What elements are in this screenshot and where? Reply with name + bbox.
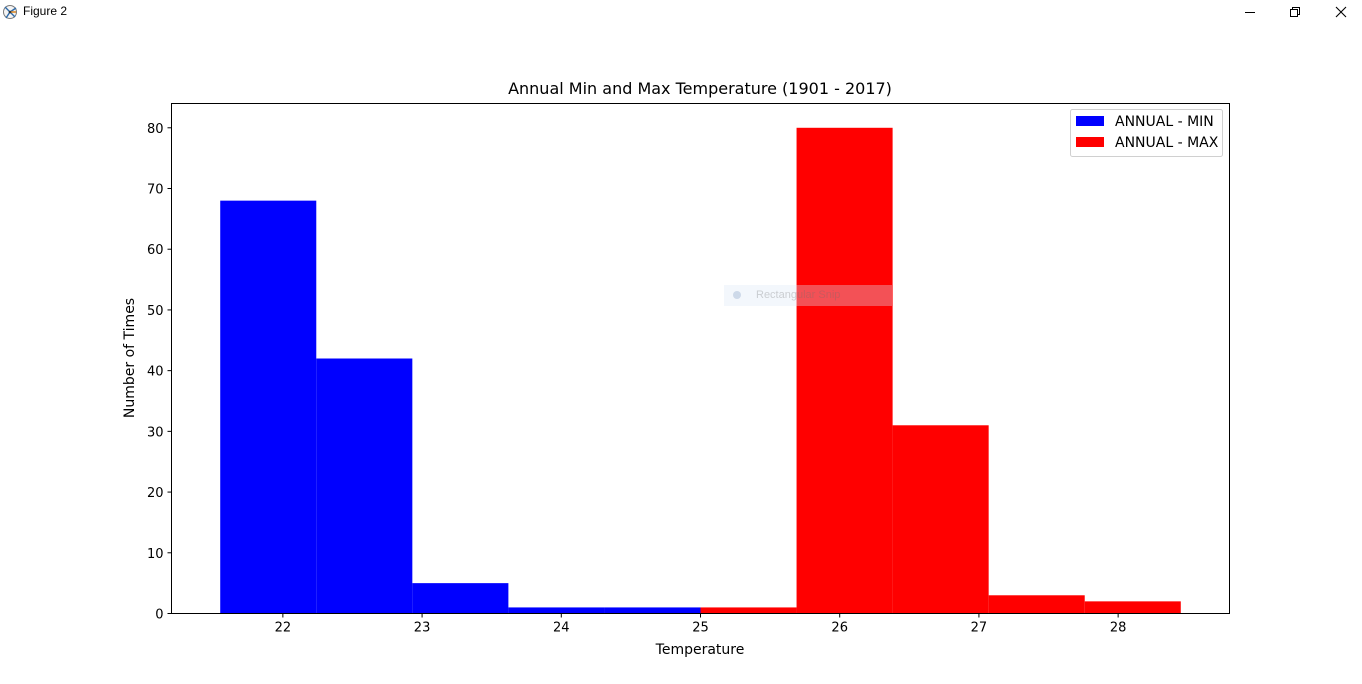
bar-annual-max-1: [796, 127, 893, 614]
axis-ticks: 22 23 24 25 26 27 28 0 10 20 30 40 50 60 70 80: [147, 122, 1126, 636]
close-icon: [1335, 6, 1347, 18]
bar-annual-max-3: [988, 595, 1085, 614]
bar-annual-min-0: [220, 200, 317, 614]
y-tick-label: 0: [155, 608, 163, 623]
y-tick-label: 60: [147, 243, 164, 258]
snip-label: Rectangular Snip: [756, 289, 841, 301]
y-tick-label: 20: [147, 486, 164, 501]
y-tick-label: 70: [147, 183, 164, 198]
legend-frame: [1070, 109, 1223, 157]
bar-annual-min-1: [316, 358, 413, 614]
x-tick-label: 23: [414, 621, 431, 636]
legend: ANNUAL - MIN ANNUAL - MAX: [1070, 109, 1223, 157]
x-tick-label: 25: [692, 621, 709, 636]
rectangular-snip-tooltip: Rectangular Snip: [724, 285, 892, 306]
bar-annual-max-2: [892, 425, 989, 614]
legend-swatch-annual-max: [1076, 137, 1104, 147]
matplotlib-figure-icon: [3, 5, 17, 19]
x-tick-label: 22: [275, 621, 292, 636]
snip-icon: [733, 291, 741, 299]
figure-canvas: 22 23 24 25 26 27 28 0 10 20 30 40 50 60 70 80 Annual M…: [122, 79, 1230, 658]
legend-label-annual-max: ANNUAL - MAX: [1115, 135, 1219, 151]
bar-annual-min-4: [604, 607, 701, 614]
x-tick-label: 27: [971, 621, 988, 636]
y-axis-label: Number of Times: [122, 298, 138, 418]
y-tick-label: 30: [147, 425, 164, 440]
x-tick-label: 26: [831, 621, 848, 636]
y-tick-label: 80: [147, 122, 164, 137]
bar-annual-max-4: [1084, 601, 1181, 614]
bars-layer: [220, 127, 1181, 614]
x-axis-label: Temperature: [655, 642, 745, 658]
legend-swatch-annual-min: [1076, 116, 1104, 126]
y-tick-label: 50: [147, 304, 164, 319]
y-tick-label: 40: [147, 365, 164, 380]
window-titlebar: Figure 2: [0, 0, 1362, 24]
minimize-button[interactable]: [1227, 0, 1273, 24]
window-title: Figure 2: [23, 4, 68, 18]
legend-label-annual-min: ANNUAL - MIN: [1115, 114, 1214, 130]
bar-annual-min-3: [508, 607, 605, 614]
chart-title: Annual Min and Max Temperature (1901 - 2…: [508, 79, 892, 98]
y-tick-label: 10: [147, 547, 164, 562]
minimize-icon: [1245, 12, 1255, 13]
x-tick-label: 24: [553, 621, 570, 636]
close-button[interactable]: [1318, 0, 1362, 24]
bar-annual-max-0: [700, 607, 797, 614]
restore-icon: [1290, 7, 1300, 17]
bar-annual-min-2: [412, 583, 509, 614]
restore-button[interactable]: [1272, 0, 1318, 24]
x-tick-label: 28: [1110, 621, 1127, 636]
